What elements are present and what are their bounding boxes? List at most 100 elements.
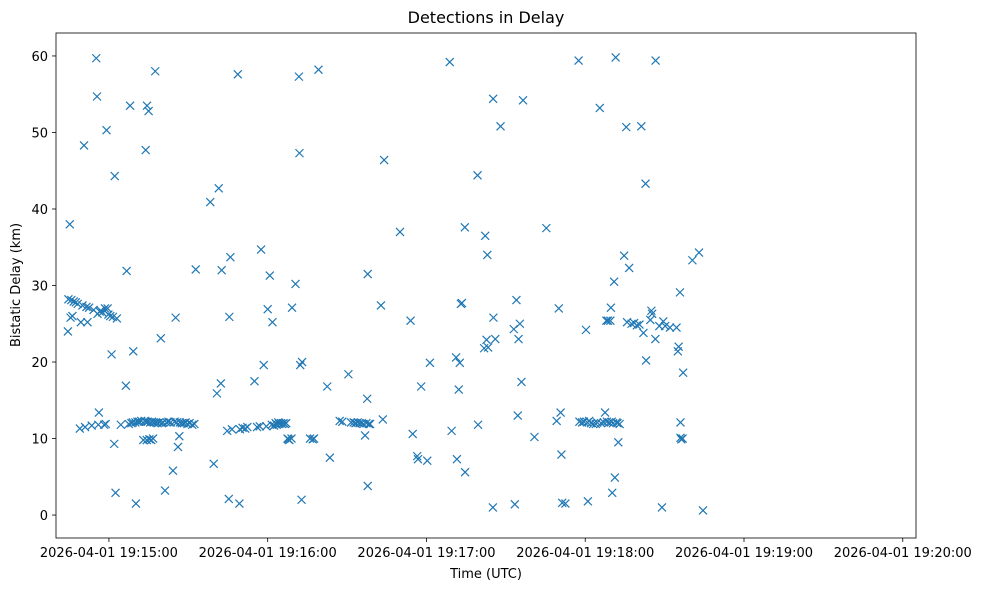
data-point-marker	[107, 349, 116, 359]
data-point-marker	[687, 255, 697, 265]
data-point-marker	[596, 418, 606, 428]
plot-area	[55, 32, 917, 539]
data-point-marker	[171, 313, 181, 323]
data-point-marker	[364, 419, 374, 429]
data-point-marker	[174, 431, 184, 441]
data-point-marker	[80, 422, 90, 432]
data-point-marker	[168, 466, 178, 476]
data-point-marker	[294, 72, 304, 82]
data-point-marker	[125, 101, 135, 111]
data-point-marker	[109, 439, 119, 449]
data-point-marker	[69, 297, 79, 306]
data-point-marker	[305, 434, 315, 443]
x-tick-label: 2026-04-01 19:17:00	[357, 546, 495, 561]
data-point-marker	[217, 265, 227, 275]
data-point-marker	[445, 57, 455, 67]
data-point-marker	[482, 250, 492, 260]
data-point-marker	[452, 454, 462, 464]
data-point-marker	[259, 360, 269, 370]
data-point-marker	[144, 106, 154, 116]
data-point-marker	[212, 388, 222, 398]
data-point-marker	[363, 481, 373, 491]
data-point-marker	[322, 382, 332, 391]
data-point-marker	[672, 323, 681, 333]
data-point-marker	[554, 304, 564, 313]
data-point-marker	[111, 488, 120, 498]
data-point-marker	[518, 95, 528, 105]
data-point-marker	[297, 495, 306, 505]
data-point-marker	[490, 334, 500, 344]
data-point-marker	[362, 394, 372, 404]
data-point-marker	[314, 65, 323, 75]
data-point-marker	[416, 382, 426, 391]
data-point-marker	[100, 304, 110, 313]
data-point-marker	[621, 122, 631, 132]
data-point-marker	[606, 303, 616, 313]
data-point-marker	[480, 231, 490, 241]
data-point-marker	[512, 295, 521, 305]
data-point-marker	[263, 304, 273, 314]
data-point-marker	[615, 419, 625, 429]
data-point-marker	[160, 486, 170, 495]
data-point-marker	[514, 334, 523, 344]
data-point-marker	[63, 326, 73, 336]
y-tick-label: 30	[31, 280, 48, 295]
data-point-marker	[102, 125, 111, 135]
data-point-marker	[483, 343, 493, 352]
data-point-marker	[513, 411, 523, 421]
y-tick-label: 60	[31, 50, 48, 65]
data-point-marker	[645, 315, 655, 325]
data-point-marker	[457, 298, 467, 308]
data-point-marker	[678, 434, 688, 443]
data-point-marker	[619, 251, 629, 261]
data-point-marker	[601, 316, 611, 326]
data-point-marker	[595, 103, 605, 113]
data-point-marker	[376, 300, 386, 310]
data-point-marker	[603, 316, 613, 326]
data-point-marker	[133, 417, 142, 427]
data-point-marker	[451, 352, 461, 362]
data-point-marker	[268, 317, 277, 327]
data-point-marker	[583, 496, 593, 506]
data-point-marker	[75, 424, 85, 434]
data-point-marker	[675, 287, 685, 297]
data-point-marker	[378, 414, 388, 424]
data-point-marker	[515, 319, 525, 329]
data-point-marker	[674, 342, 684, 352]
data-point-marker	[460, 222, 470, 232]
data-point-marker	[191, 265, 201, 274]
plot-background	[56, 33, 916, 538]
data-point-marker	[335, 416, 345, 426]
data-point-marker	[635, 320, 644, 329]
data-point-marker	[224, 312, 234, 322]
x-tick-label: 2026-04-01 19:16:00	[199, 546, 337, 561]
data-point-marker	[422, 456, 432, 466]
chart-title: Detections in Delay	[408, 8, 565, 27]
data-point-marker	[360, 431, 370, 440]
x-tick-label: 2026-04-01 19:15:00	[40, 546, 178, 561]
data-point-marker	[676, 418, 685, 427]
data-point-marker	[517, 377, 526, 387]
data-point-marker	[560, 499, 570, 508]
data-point-marker	[150, 66, 160, 76]
data-point-marker	[84, 303, 94, 313]
x-tick-label: 2026-04-01 19:20:00	[834, 546, 972, 561]
data-point-marker	[660, 321, 670, 331]
data-point-marker	[365, 419, 375, 429]
data-point-marker	[473, 420, 483, 430]
data-point-marker	[255, 421, 265, 431]
data-point-marker	[412, 451, 422, 461]
data-point-marker	[67, 311, 77, 321]
x-tick-label: 2026-04-01 19:18:00	[516, 546, 654, 561]
data-point-marker	[641, 179, 650, 189]
data-point-marker	[581, 325, 591, 335]
data-point-marker	[131, 499, 141, 508]
data-point-marker	[233, 69, 243, 79]
data-point-marker	[122, 266, 132, 276]
data-point-marker	[156, 333, 166, 343]
data-point-marker	[361, 418, 371, 428]
data-point-marker	[482, 335, 491, 345]
data-point-marker	[610, 473, 620, 482]
data-point-marker	[600, 408, 610, 417]
data-point-marker	[510, 499, 520, 509]
